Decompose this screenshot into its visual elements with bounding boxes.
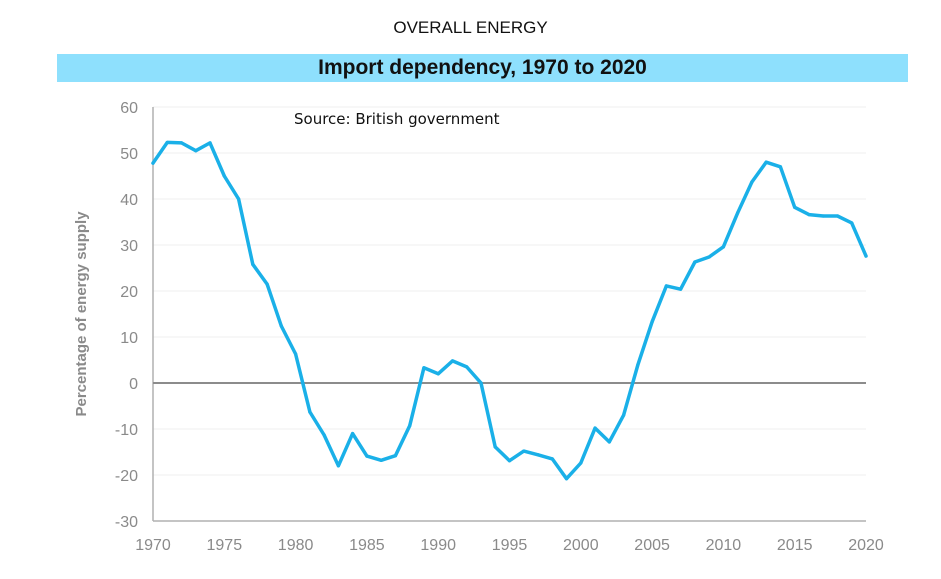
data-point [564, 477, 569, 481]
x-tick-label: 2015 [777, 537, 813, 554]
data-point [251, 262, 255, 266]
x-tick-label: 1995 [492, 537, 528, 554]
x-tick-label: 2005 [634, 537, 670, 554]
chart-title: Import dependency, 1970 to 2020 [318, 56, 647, 79]
data-point [294, 352, 298, 356]
y-tick-label: 50 [120, 146, 138, 163]
data-point [593, 426, 597, 430]
series-line-import-dependency [151, 140, 868, 481]
title-banner: Import dependency, 1970 to 2020 [57, 54, 908, 82]
x-tick-label: 2020 [848, 537, 884, 554]
data-point [479, 381, 483, 385]
x-tick-label: 1990 [420, 537, 456, 554]
data-point [222, 174, 226, 178]
data-point [807, 213, 811, 217]
gridlines [153, 106, 866, 476]
data-point [265, 282, 269, 286]
data-point [465, 365, 469, 369]
data-point [422, 366, 426, 370]
y-tick-label: -20 [115, 468, 138, 485]
data-point [522, 449, 526, 453]
data-point [279, 324, 283, 328]
data-point [507, 459, 512, 463]
data-point [864, 254, 868, 258]
data-points [151, 140, 868, 481]
data-point [336, 464, 340, 468]
data-point [664, 284, 668, 288]
data-point [436, 372, 440, 376]
data-point [750, 180, 754, 184]
data-point [379, 458, 383, 462]
data-point [835, 214, 840, 218]
y-tick-label: 40 [120, 192, 138, 209]
data-point [393, 454, 398, 458]
data-point [165, 140, 169, 145]
y-tick-label: 60 [120, 100, 138, 117]
data-point [650, 320, 654, 324]
y-axis-label: Percentage of energy supply [73, 211, 90, 417]
data-point [679, 287, 683, 291]
y-tick-labels: 60 50 40 30 20 10 0 -10 -20 -30 [115, 100, 138, 531]
data-point [450, 359, 455, 363]
y-tick-label: 30 [120, 238, 138, 255]
x-tick-label: 1985 [349, 537, 385, 554]
x-tick-label: 1975 [207, 537, 243, 554]
data-point [365, 454, 369, 458]
data-point [493, 445, 497, 449]
x-tick-label: 2000 [563, 537, 599, 554]
data-point [151, 161, 155, 165]
x-tick-label: 1980 [278, 537, 314, 554]
data-point [636, 363, 640, 367]
data-point [707, 255, 711, 259]
data-point [208, 141, 212, 145]
data-point [693, 260, 697, 264]
data-point [308, 410, 312, 414]
x-tick-label: 2010 [706, 537, 742, 554]
data-point [351, 432, 355, 436]
suptitle: OVERALL ENERGY [393, 18, 548, 37]
data-point [550, 457, 554, 461]
y-tick-label: 20 [120, 284, 138, 301]
data-point [793, 205, 797, 209]
y-tick-label: 10 [120, 330, 138, 347]
data-point [736, 211, 740, 215]
source-annotation: Source: British government [294, 110, 500, 128]
data-point [579, 461, 583, 465]
x-tick-label: 1970 [135, 537, 171, 554]
y-tick-label: -10 [115, 422, 138, 439]
y-tick-label: -30 [115, 514, 138, 531]
data-point [850, 221, 854, 225]
data-point [536, 453, 540, 457]
data-point [322, 433, 326, 437]
data-point [721, 245, 726, 249]
data-point [764, 160, 768, 164]
data-point [408, 424, 412, 428]
x-tick-labels: 1970 1975 1980 1985 1990 1995 2000 2005 2010 2015… [135, 537, 884, 554]
data-point [821, 214, 825, 218]
y-tick-label: 0 [129, 376, 138, 393]
data-point [621, 413, 626, 417]
data-point [607, 440, 611, 444]
data-point [194, 149, 198, 153]
data-point [179, 141, 184, 145]
data-point [236, 197, 241, 201]
data-point [778, 165, 783, 169]
